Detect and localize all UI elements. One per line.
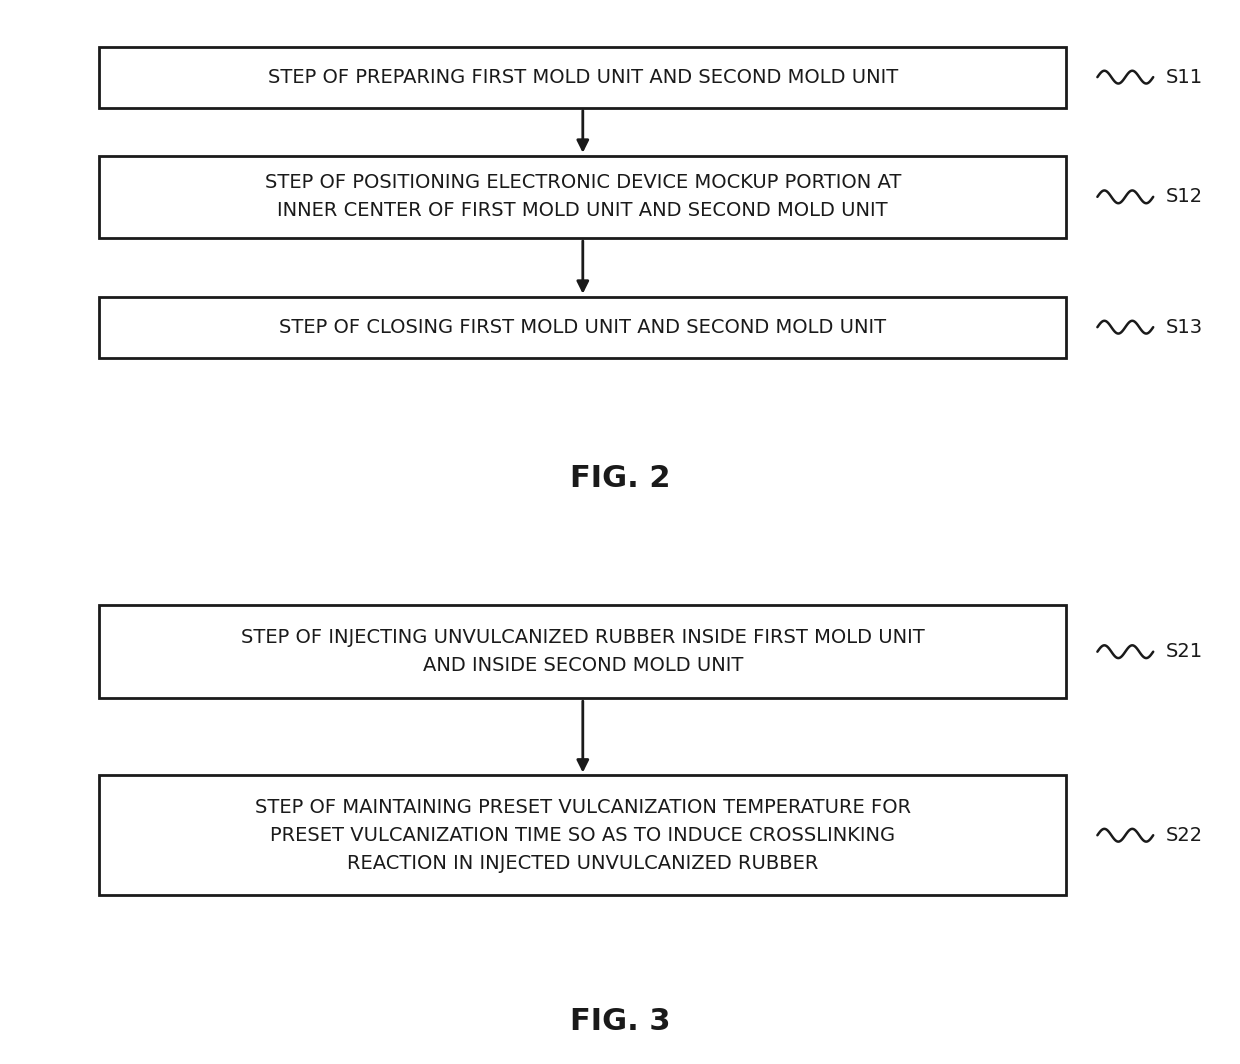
Text: S21: S21 [1166,643,1203,661]
Text: S13: S13 [1166,318,1203,336]
Bar [99,776,1066,895]
Bar [99,297,1066,358]
Text: FIG. 3: FIG. 3 [569,1007,671,1036]
Bar [99,47,1066,107]
Text: FIG. 2: FIG. 2 [569,464,671,494]
Text: STEP OF POSITIONING ELECTRONIC DEVICE MOCKUP PORTION AT
INNER CENTER OF FIRST MO: STEP OF POSITIONING ELECTRONIC DEVICE MO… [264,173,901,220]
Text: STEP OF INJECTING UNVULCANIZED RUBBER INSIDE FIRST MOLD UNIT
AND INSIDE SECOND M: STEP OF INJECTING UNVULCANIZED RUBBER IN… [241,628,925,676]
Text: STEP OF PREPARING FIRST MOLD UNIT AND SECOND MOLD UNIT: STEP OF PREPARING FIRST MOLD UNIT AND SE… [268,68,898,86]
Text: S12: S12 [1166,187,1203,206]
Bar [99,605,1066,698]
Text: S11: S11 [1166,68,1203,86]
Text: S22: S22 [1166,826,1203,845]
Text: STEP OF CLOSING FIRST MOLD UNIT AND SECOND MOLD UNIT: STEP OF CLOSING FIRST MOLD UNIT AND SECO… [279,318,887,336]
Bar [99,155,1066,238]
Text: STEP OF MAINTAINING PRESET VULCANIZATION TEMPERATURE FOR
PRESET VULCANIZATION TI: STEP OF MAINTAINING PRESET VULCANIZATION… [254,798,911,872]
